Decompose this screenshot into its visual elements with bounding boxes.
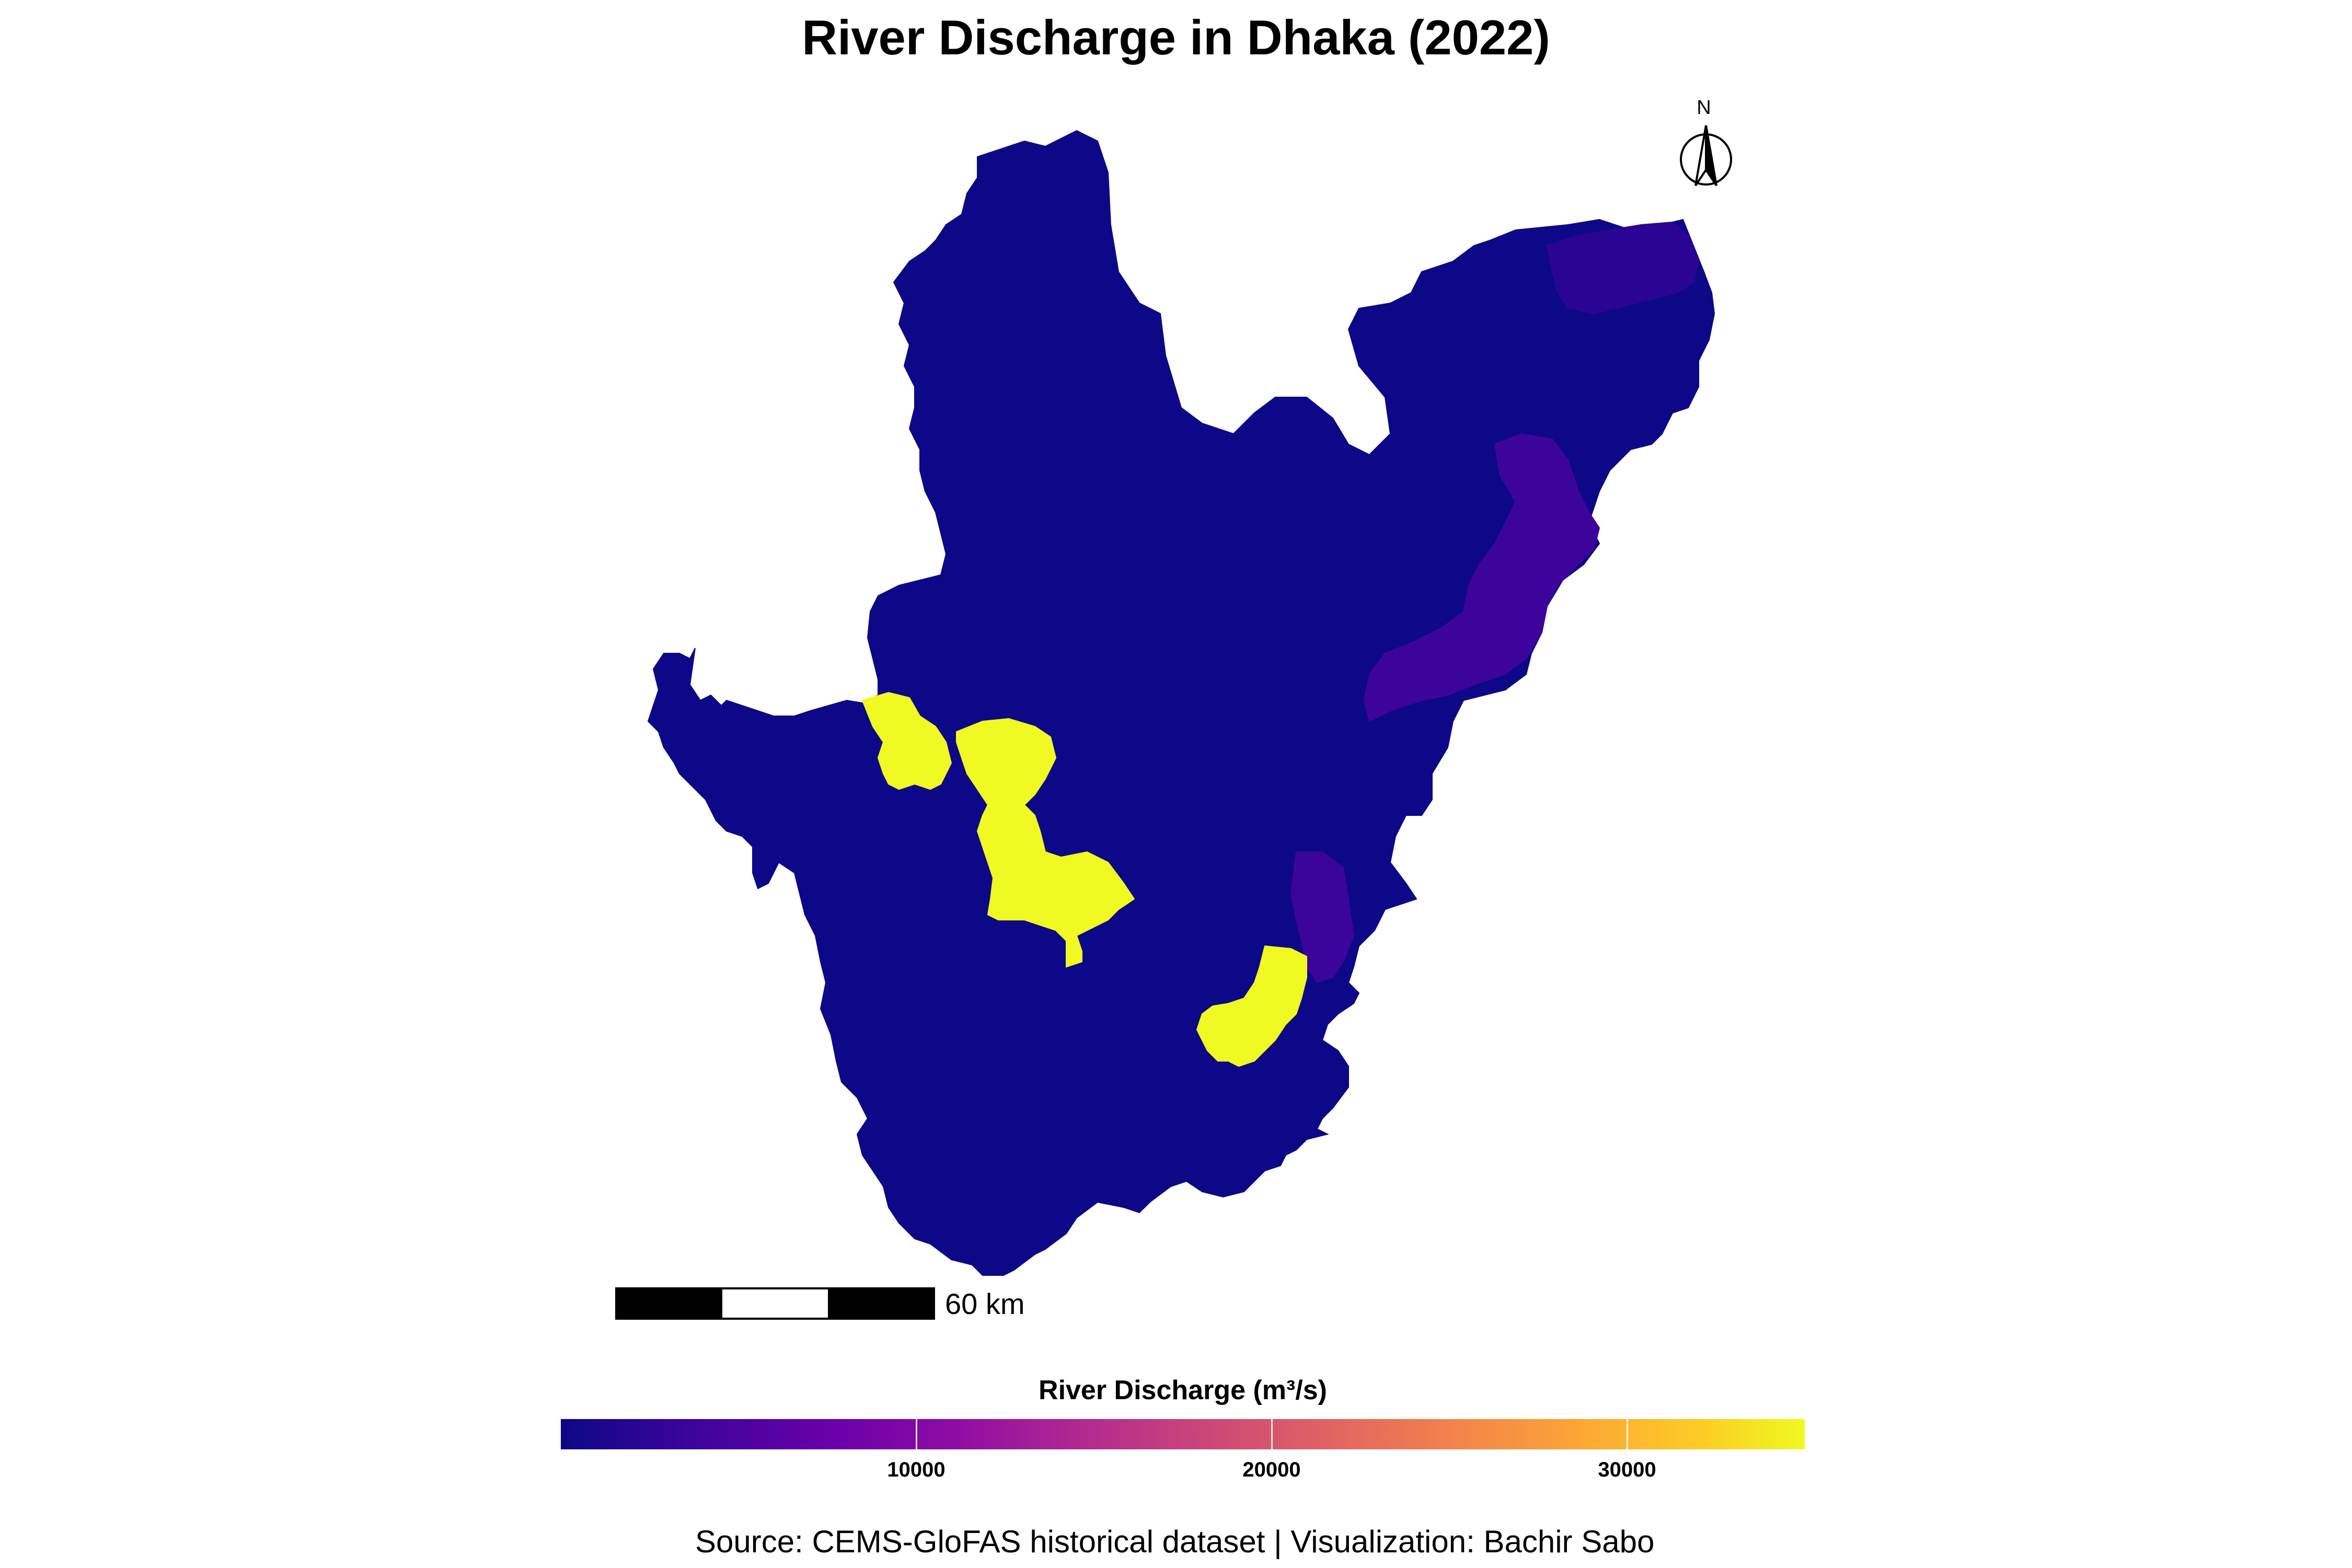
north-arrow-icon [1680, 125, 1732, 187]
legend-tick-label: 20000 [1242, 1458, 1301, 1481]
region-south-channel [1290, 851, 1355, 984]
region-high-discharge-west [861, 691, 952, 790]
legend-title: River Discharge (m³/s) [1039, 1375, 1327, 1405]
region-northeast [1546, 221, 1700, 315]
scale-bar-label: 60 km [945, 1287, 1025, 1320]
scale-bar [615, 1287, 935, 1320]
scale-bar-segment [722, 1289, 828, 1318]
region-east [1363, 433, 1600, 722]
map-title: River Discharge in Dhaka (2022) [802, 10, 1550, 65]
region-high-discharge-central [956, 718, 1135, 968]
scale-bar-segment [827, 1289, 933, 1318]
legend-tick-mark [1271, 1419, 1273, 1449]
scale-bar-segment [617, 1289, 723, 1318]
legend-tick-mark [1627, 1419, 1628, 1449]
legend-tick-mark [916, 1419, 917, 1449]
region-high-discharge-south [1196, 945, 1307, 1067]
legend-tick-label: 10000 [887, 1458, 946, 1481]
north-label: N [1697, 97, 1711, 119]
legend-tick-label: 30000 [1598, 1458, 1656, 1481]
source-caption: Source: CEMS-GloFAS historical dataset |… [695, 1524, 1655, 1559]
legend-colorbar [561, 1419, 1805, 1449]
region-base [647, 130, 1715, 1276]
